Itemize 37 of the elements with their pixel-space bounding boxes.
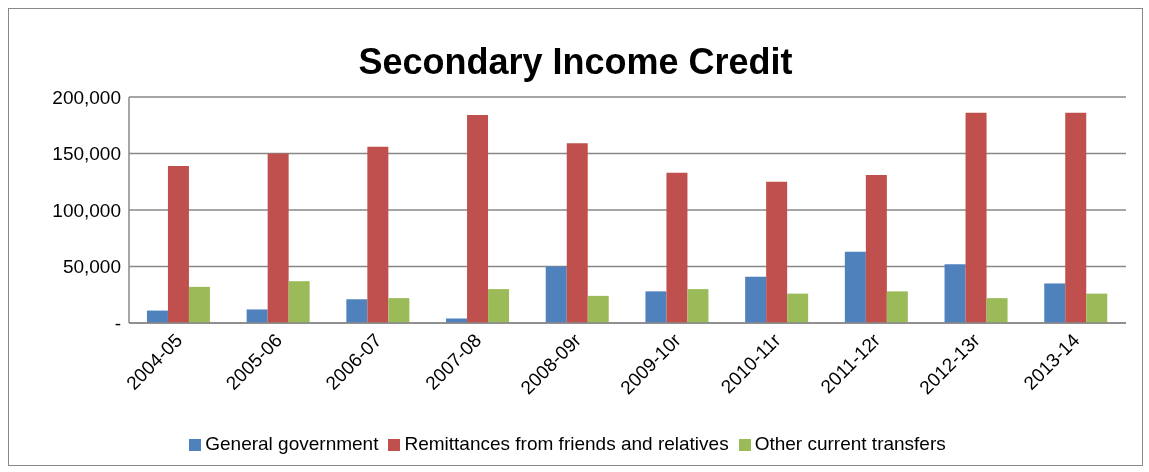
bar (666, 172, 688, 323)
bar (346, 299, 368, 323)
bar (566, 143, 588, 323)
bar (267, 153, 289, 323)
bar (844, 251, 866, 323)
legend-label: General government (205, 433, 379, 454)
y-tick-label: 100,000 (52, 199, 121, 221)
bar (288, 281, 310, 323)
bar (965, 112, 987, 323)
bar (745, 276, 767, 323)
y-tick-label: - (114, 312, 121, 334)
bar (246, 309, 268, 323)
y-tick-label: 200,000 (52, 86, 121, 108)
y-tick-label: 150,000 (52, 143, 121, 165)
bar (1086, 293, 1108, 323)
bar (1065, 112, 1087, 323)
bar (645, 291, 667, 323)
bar (1044, 283, 1066, 323)
bar (986, 298, 1008, 323)
bar (687, 289, 709, 323)
bar (467, 115, 489, 323)
bar (367, 146, 389, 323)
bar (865, 174, 887, 323)
legend-label: Other current transfers (754, 433, 946, 454)
bar (766, 181, 788, 323)
y-tick-label: 50,000 (62, 256, 121, 278)
bar (886, 291, 908, 323)
bar (787, 293, 809, 323)
bar (167, 165, 189, 323)
bar (488, 289, 510, 323)
chart-title: Secondary Income Credit (358, 41, 793, 82)
bar (388, 298, 410, 323)
bar (587, 295, 609, 323)
bar (545, 266, 567, 323)
legend-label: Remittances from friends and relatives (404, 433, 729, 454)
bar (944, 264, 966, 323)
bar (188, 286, 210, 323)
